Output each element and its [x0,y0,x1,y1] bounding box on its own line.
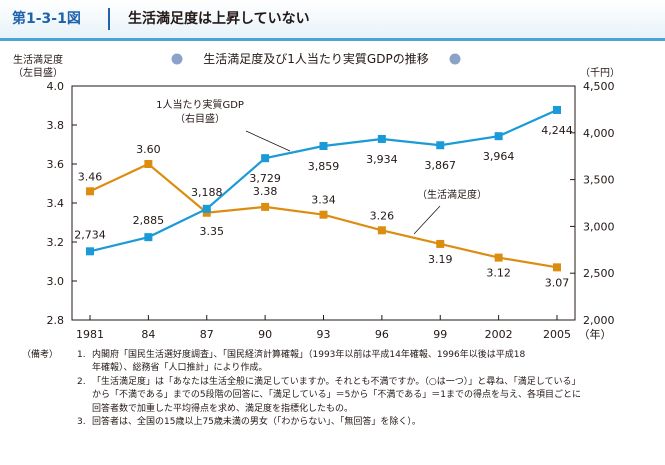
satisfaction-data-label: 3.35 [200,225,225,238]
satisfaction-data-label: 3.34 [311,194,336,207]
figure-label: 第1-3-1図 [12,11,81,27]
header-underline [0,38,665,41]
left-tick-label: 3.4 [47,197,65,210]
gdp-data-label: 3,964 [483,150,515,163]
satisfaction-data-label: 3.38 [253,185,278,198]
right-tick-label: 3,000 [583,220,615,233]
gdp-marker [261,154,270,163]
x-tick-label: 84 [141,328,155,341]
figure-header [0,0,665,40]
note-number: 1. [77,350,86,360]
satisfaction-data-label: 3.60 [136,143,161,156]
left-tick-label: 3.2 [47,236,65,249]
x-tick-label: 1981 [76,328,104,341]
x-tick-label: 96 [375,328,389,341]
note-line: 回答者は、全国の15歳以上75歳未満の男女（「わからない」、「無回答」を除く）。 [92,417,421,427]
chart-title: 生活満足度及び1人当たり実質GDPの推移 [203,51,428,66]
gdp-data-label: 3,729 [249,172,281,185]
satisfaction-annotation: （生活満足度） [417,188,487,201]
left-tick-label: 3.8 [47,119,65,132]
x-tick-label: 87 [200,328,214,341]
satisfaction-data-label: 3.26 [370,209,395,222]
gdp-marker [553,105,561,114]
left-tick-label: 3.6 [47,158,65,171]
satisfaction-marker [144,160,153,168]
satisfaction-marker [436,239,445,248]
gdp-data-label: 3,859 [308,160,340,173]
x-tick-label: 99 [433,328,447,341]
gdp-marker [494,132,503,141]
x-tick-label: 2002 [485,328,513,341]
satisfaction-data-label: 3.07 [545,276,570,289]
note-3: 3. 回答者は、全国の15歳以上75歳未満の男女（「わからない」、「無回答」を除… [77,416,640,429]
right-tick-label: 2,500 [583,267,615,280]
satisfaction-data-label: 3.46 [78,170,103,183]
satisfaction-marker [86,187,94,196]
satisfaction-marker [377,226,386,235]
notes-heading: （備考） [22,350,59,360]
note-line: から「不満である」までの5段階の回答に、「満足している」＝5から「不満である」＝… [92,390,581,401]
gdp-marker [436,141,445,150]
note-line: 回答者数で加重した平均得点を求め、満足度を指標化したもの。 [92,403,354,414]
satisfaction-annotation-leader [413,205,441,235]
right-tick-label: 2,000 [583,314,615,327]
gdp-data-label: 3,188 [191,186,223,199]
gdp-marker [86,247,94,256]
x-axis-unit: （年） [579,327,612,341]
note-line: 「生活満足度」は「あなたは生活全般に満足していますか。それとも不満ですか。（○は… [92,377,581,387]
title-bullet-icon [171,53,183,65]
left-tick-label: 3.0 [47,275,65,288]
satisfaction-data-label: 3.19 [428,253,453,266]
note-line: 内閣府「国民生活選好度調査」、「国民経済計算確報」（1993年以前は平成14年確… [92,350,526,360]
note-2: 2. 「生活満足度」は「あなたは生活全般に満足していますか。それとも不満ですか。… [77,376,640,416]
left-tick-label: 2.8 [47,314,65,327]
note-number: 3. [77,417,86,427]
left-tick-label: 4.0 [47,80,65,93]
right-tick-label: 4,500 [583,80,615,93]
gdp-annotation-leader [245,130,291,152]
gdp-marker [202,204,211,213]
satisfaction-marker [494,253,503,262]
right-axis-unit: （千円） [580,67,620,79]
x-tick-label: 90 [258,328,272,341]
gdp-data-label: 4,244 [541,124,573,137]
gdp-marker [144,233,153,242]
gdp-annotation: （右目盛） [175,112,225,125]
left-axis-label: 生活満足度 [13,53,63,66]
chart: 生活満足度及び1人当たり実質GDPの推移 生活満足度（左目盛） （千円） 4.0 3.8… [13,51,620,341]
x-tick-label: 93 [317,328,331,341]
gdp-data-label: 2,734 [74,228,106,241]
gdp-annotation: 1人当たり実質GDP [156,98,244,111]
satisfaction-marker [553,263,561,272]
right-tick-label: 4,000 [583,127,615,140]
satisfaction-marker [319,210,328,219]
gdp-data-label: 3,867 [425,159,457,172]
x-tick-label: 2005 [543,328,571,341]
header-separator [108,8,110,30]
gdp-line [89,108,558,253]
satisfaction-data-label: 3.12 [486,267,511,280]
title-bullet-icon [449,53,461,65]
gdp-data-label: 3,934 [366,153,398,166]
note-number: 2. [77,377,86,387]
note-1: 1. 内閣府「国民生活選好度調査」、「国民経済計算確報」（1993年以前は平成1… [77,349,640,376]
left-axis-label: （左目盛） [13,66,63,79]
satisfaction-marker [261,202,270,211]
gdp-data-label: 2,885 [133,214,165,227]
figure-title: 生活満足度は上昇していない [128,11,310,27]
gdp-marker [377,134,386,143]
gdp-marker [319,141,328,150]
right-tick-label: 3,500 [583,174,615,187]
note-line: 年確報）、総務省「人口推計」により作成。 [92,363,268,374]
